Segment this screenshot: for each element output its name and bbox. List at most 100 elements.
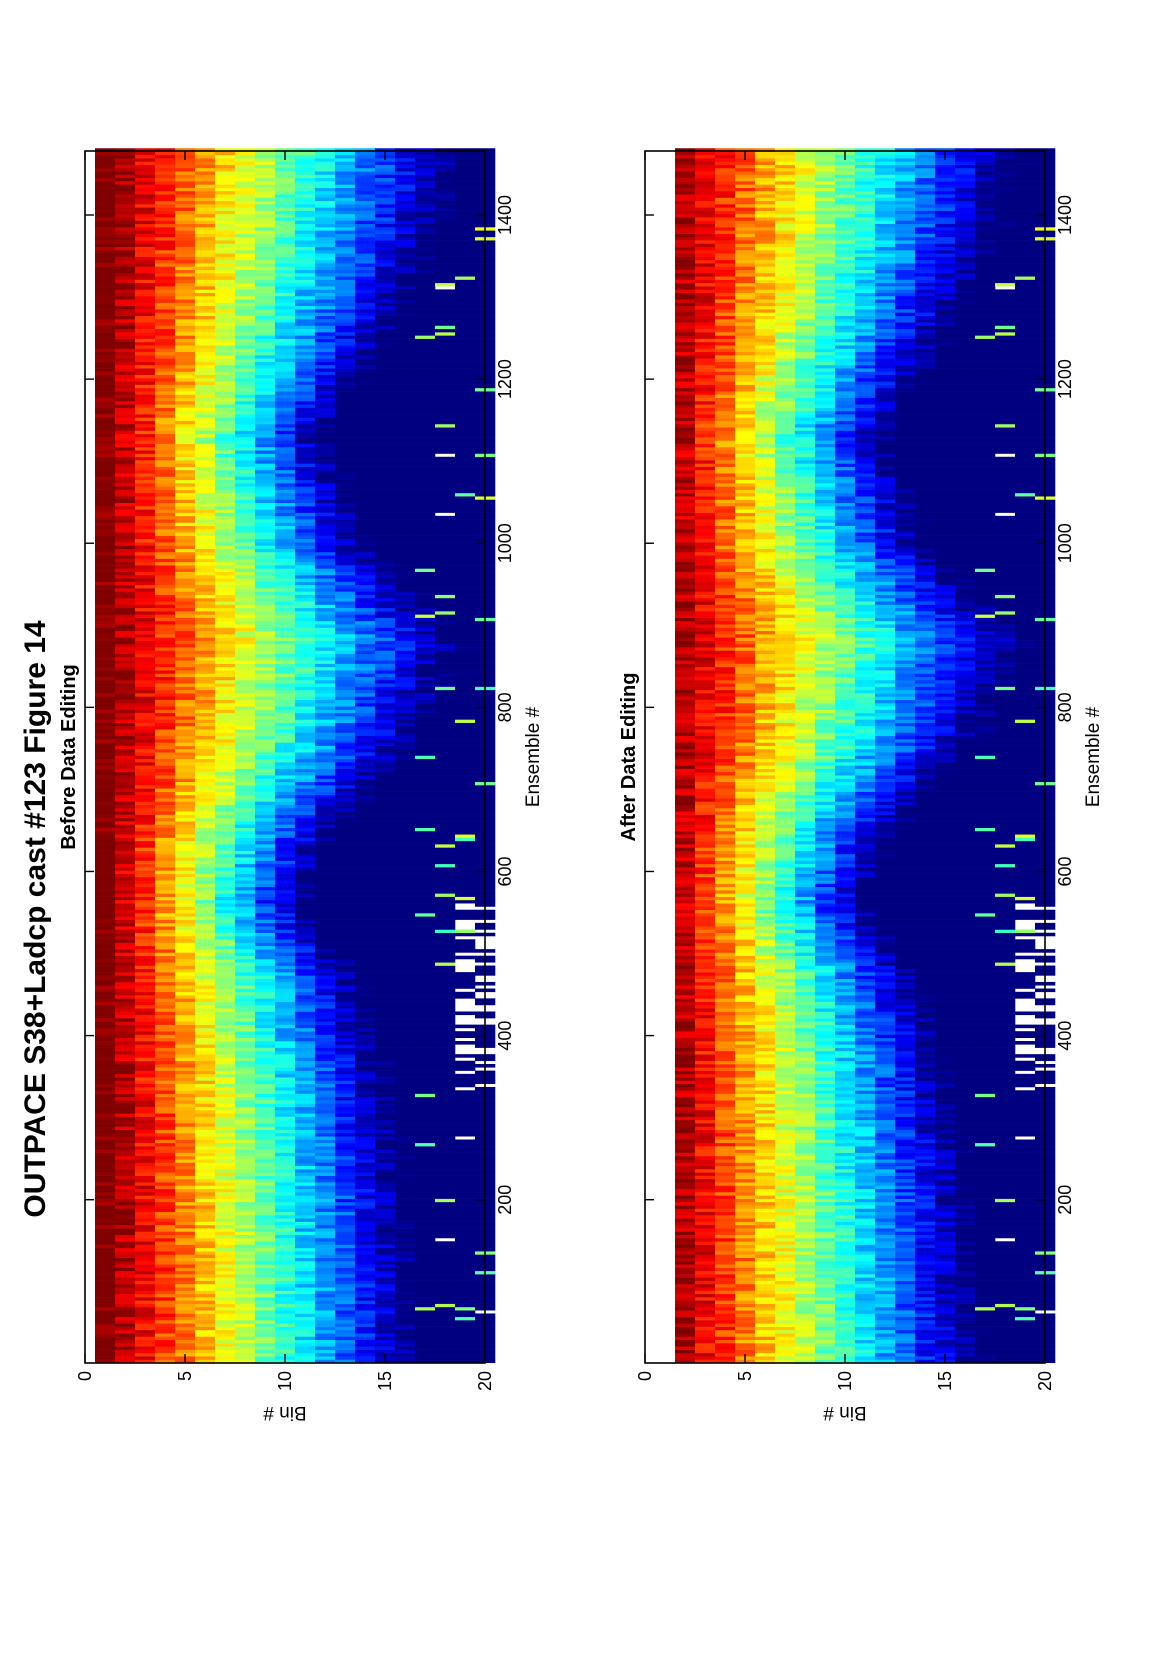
heatmap-cell	[115, 978, 136, 983]
heatmap-cell	[115, 883, 136, 888]
heatmap-cell	[455, 807, 476, 812]
heatmap-cell	[375, 1169, 396, 1173]
heatmap-cell	[455, 1313, 476, 1318]
heatmap-cell	[455, 942, 476, 947]
heatmap-cell	[155, 765, 176, 769]
heatmap-cell	[335, 670, 356, 674]
heatmap-cell	[95, 1100, 116, 1104]
heatmap-cell	[335, 1113, 356, 1117]
heatmap-cell	[215, 958, 236, 963]
heatmap-cell	[195, 742, 216, 746]
heatmap-cell	[455, 640, 476, 645]
heatmap-cell	[355, 1270, 376, 1275]
heatmap-cell	[135, 788, 156, 792]
heatmap-cell	[235, 1214, 256, 1219]
heatmap-cell	[215, 850, 236, 855]
heatmap-cell	[155, 824, 176, 828]
heatmap-cell	[135, 1251, 156, 1255]
heatmap-cell	[355, 893, 376, 897]
heatmap-cell	[395, 1116, 416, 1121]
heatmap-cell	[375, 663, 396, 668]
heatmap-cell	[275, 1237, 296, 1242]
heatmap-cell	[215, 706, 236, 710]
heatmap-cell	[235, 1100, 256, 1104]
heatmap-cell	[135, 1050, 156, 1055]
heatmap-cell	[455, 811, 476, 815]
heatmap-cell	[115, 1155, 136, 1160]
heatmap-cell	[415, 1195, 436, 1199]
heatmap-cell	[255, 1260, 276, 1265]
heatmap-cell	[335, 1188, 356, 1193]
heatmap-cell	[275, 1221, 296, 1226]
heatmap-cell	[95, 929, 116, 934]
heatmap-cell	[155, 699, 176, 704]
heatmap-cell	[295, 1349, 316, 1354]
heatmap-cell	[335, 1093, 356, 1098]
heatmap-cell	[295, 811, 316, 815]
heatmap-cell	[195, 1306, 216, 1311]
heatmap-cell	[275, 1077, 296, 1081]
heatmap-cell	[95, 1251, 116, 1255]
heatmap-cell	[155, 830, 176, 835]
heatmap-cell	[435, 863, 456, 868]
heatmap-cell	[395, 1182, 416, 1186]
heatmap-cell	[315, 1264, 336, 1268]
heatmap-cell	[455, 1119, 476, 1124]
heatmap-cell	[215, 1162, 236, 1167]
heatmap-cell	[195, 952, 216, 956]
heatmap-cell	[215, 594, 236, 599]
heatmap-cell	[435, 913, 456, 917]
heatmap-cell	[215, 555, 236, 559]
heatmap-cell	[115, 1326, 136, 1331]
heatmap-cell	[275, 1093, 296, 1098]
heatmap-cell	[195, 1300, 216, 1304]
heatmap-cell	[415, 1228, 436, 1232]
heatmap-cell	[175, 591, 196, 595]
heatmap-cell	[455, 1054, 476, 1058]
heatmap-cell	[335, 640, 356, 645]
heatmap-cell	[115, 1021, 136, 1025]
heatmap-cell	[95, 1343, 116, 1347]
heatmap-cell	[175, 962, 196, 966]
heatmap-cell	[255, 604, 276, 609]
heatmap-cell	[175, 1034, 196, 1039]
heatmap-cell	[415, 913, 436, 917]
heatmap-cell	[395, 748, 416, 753]
heatmap-cell	[355, 647, 376, 651]
heatmap-cell	[375, 607, 396, 612]
heatmap-cell	[215, 1234, 236, 1239]
heatmap-cell	[415, 834, 436, 838]
heatmap-cell	[355, 1152, 376, 1157]
heatmap-cell	[195, 604, 216, 609]
heatmap-cell	[335, 1280, 356, 1285]
heatmap-cell	[455, 1244, 476, 1249]
heatmap-cell	[295, 1034, 316, 1039]
heatmap-cell	[335, 1027, 356, 1032]
heatmap-cell	[215, 785, 236, 789]
heatmap-cell	[155, 1011, 176, 1016]
heatmap-cell	[175, 1047, 196, 1052]
heatmap-cell	[235, 637, 256, 641]
heatmap-cell	[295, 1080, 316, 1084]
heatmap-cell	[135, 1208, 156, 1213]
heatmap-cell	[275, 919, 296, 924]
heatmap-cell	[295, 998, 316, 1002]
heatmap-cell	[135, 617, 156, 622]
heatmap-cell	[95, 906, 116, 911]
heatmap-cell	[95, 1287, 116, 1291]
heatmap-cell	[315, 1277, 336, 1281]
heatmap-cell	[255, 955, 276, 960]
heatmap-cell	[255, 1326, 276, 1331]
heatmap-cell	[435, 1241, 456, 1245]
heatmap-cell	[295, 1050, 316, 1055]
heatmap-cell	[415, 1031, 436, 1035]
heatmap-cell	[395, 949, 416, 953]
heatmap-cell	[235, 876, 256, 881]
heatmap-cell	[295, 748, 316, 753]
heatmap-cell	[95, 657, 116, 661]
heatmap-cell	[455, 1329, 476, 1334]
heatmap-cell	[275, 676, 296, 681]
heatmap-cell	[215, 945, 236, 950]
heatmap-cell	[155, 568, 176, 572]
heatmap-cell	[315, 978, 336, 983]
